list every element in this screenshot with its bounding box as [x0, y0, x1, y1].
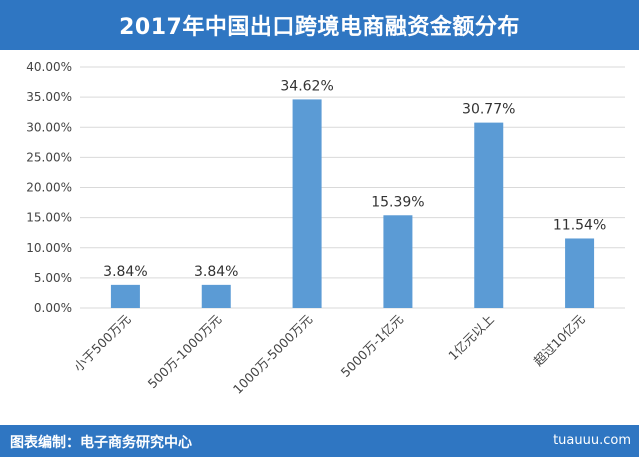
data-label: 11.54%	[553, 217, 606, 233]
y-tick-label: 15.00%	[26, 211, 72, 225]
bar	[565, 238, 595, 308]
y-tick-label: 0.00%	[34, 301, 72, 315]
y-axis: 0.00% 5.00% 10.00% 15.00% 20.00% 25.00% 30.00%…	[26, 60, 72, 315]
bar	[292, 99, 322, 308]
y-tick-label: 20.00%	[26, 181, 72, 195]
category-label: 1亿元以上	[445, 312, 497, 364]
category-label: 500万-1000万元	[145, 312, 225, 392]
bar	[474, 122, 504, 308]
x-axis: 小于500万元 500万-1000万元 1000万-5000万元 5000万-1亿元 1…	[71, 312, 588, 397]
bar	[110, 284, 140, 308]
data-label: 34.62%	[280, 78, 333, 94]
footer-bar: 图表编制：电子商务研究中心 tuauuu.com	[0, 425, 639, 457]
data-label: 15.39%	[371, 194, 424, 210]
category-label: 5000万-1亿元	[338, 312, 406, 380]
bar	[201, 284, 231, 308]
source-note: 图表编制：电子商务研究中心	[10, 435, 192, 451]
y-tick-label: 40.00%	[26, 60, 72, 74]
bars	[110, 99, 595, 308]
category-label: 1000万-5000万元	[230, 312, 315, 397]
y-tick-label: 35.00%	[26, 90, 72, 104]
grid-lines	[80, 66, 625, 309]
data-label: 3.84%	[103, 264, 147, 280]
category-label: 超过10亿元	[530, 312, 587, 369]
data-labels: 3.84% 3.84% 34.62% 15.39% 30.77% 11.54%	[103, 78, 606, 279]
y-tick-label: 25.00%	[26, 150, 72, 164]
y-tick-label: 5.00%	[34, 271, 72, 285]
category-label: 小于500万元	[71, 312, 134, 375]
y-tick-label: 30.00%	[26, 120, 72, 134]
bar-chart: 0.00% 5.00% 10.00% 15.00% 20.00% 25.00% 30.00%…	[26, 60, 625, 397]
watermark: tuauuu.com	[553, 433, 631, 448]
data-label: 3.84%	[194, 264, 238, 280]
bar	[383, 215, 413, 308]
y-tick-label: 10.00%	[26, 241, 72, 255]
data-label: 30.77%	[462, 102, 515, 118]
chart-title: 2017年中国出口跨境电商融资金额分布	[0, 0, 639, 50]
